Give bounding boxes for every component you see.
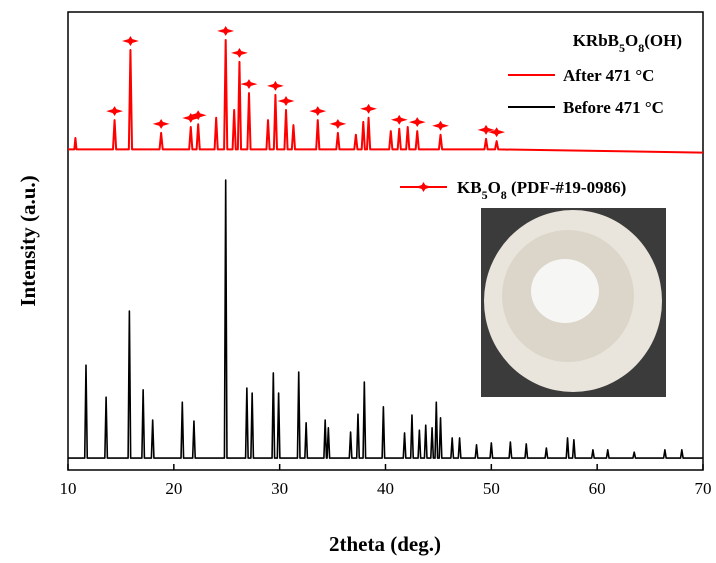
- phase-marker: [329, 118, 347, 129]
- x-tick-label: 20: [165, 479, 182, 498]
- series-line: [68, 38, 704, 154]
- x-tick-label: 60: [589, 479, 606, 498]
- phase-marker: [309, 106, 327, 117]
- x-axis-label: 2theta (deg.): [329, 532, 441, 556]
- phase-marker: [106, 106, 123, 117]
- phase-marker: [488, 127, 506, 138]
- phase-marker: [277, 96, 295, 106]
- x-tick-label: 30: [271, 479, 288, 498]
- legend-label: KB5O8 (PDF-#19-0986): [457, 178, 626, 202]
- phase-marker: [408, 117, 426, 128]
- y-axis-label: Intensity (a.u.): [16, 175, 40, 306]
- phase-marker: [231, 47, 248, 58]
- legend-label: After 471 °C: [563, 66, 654, 85]
- sample-title: KRbB5O8(OH): [573, 31, 682, 55]
- powder: [531, 259, 599, 323]
- inset-photo: [481, 208, 666, 397]
- phase-marker: [477, 124, 495, 135]
- legend-label: Before 471 °C: [563, 98, 664, 117]
- phase-marker: [189, 110, 207, 121]
- phase-marker: [217, 25, 235, 36]
- x-tick-label: 70: [695, 479, 712, 498]
- phase-marker: [122, 36, 139, 46]
- legend-marker: [415, 182, 432, 192]
- x-tick-label: 10: [60, 479, 77, 498]
- phase-marker: [360, 103, 377, 114]
- phase-marker: [267, 80, 284, 91]
- phase-marker: [240, 79, 258, 90]
- phase-marker: [390, 114, 408, 125]
- x-tick-label: 50: [483, 479, 500, 498]
- series-line: [68, 179, 703, 459]
- phase-marker: [432, 120, 449, 131]
- phase-marker: [152, 118, 170, 129]
- x-tick-label: 40: [377, 479, 394, 498]
